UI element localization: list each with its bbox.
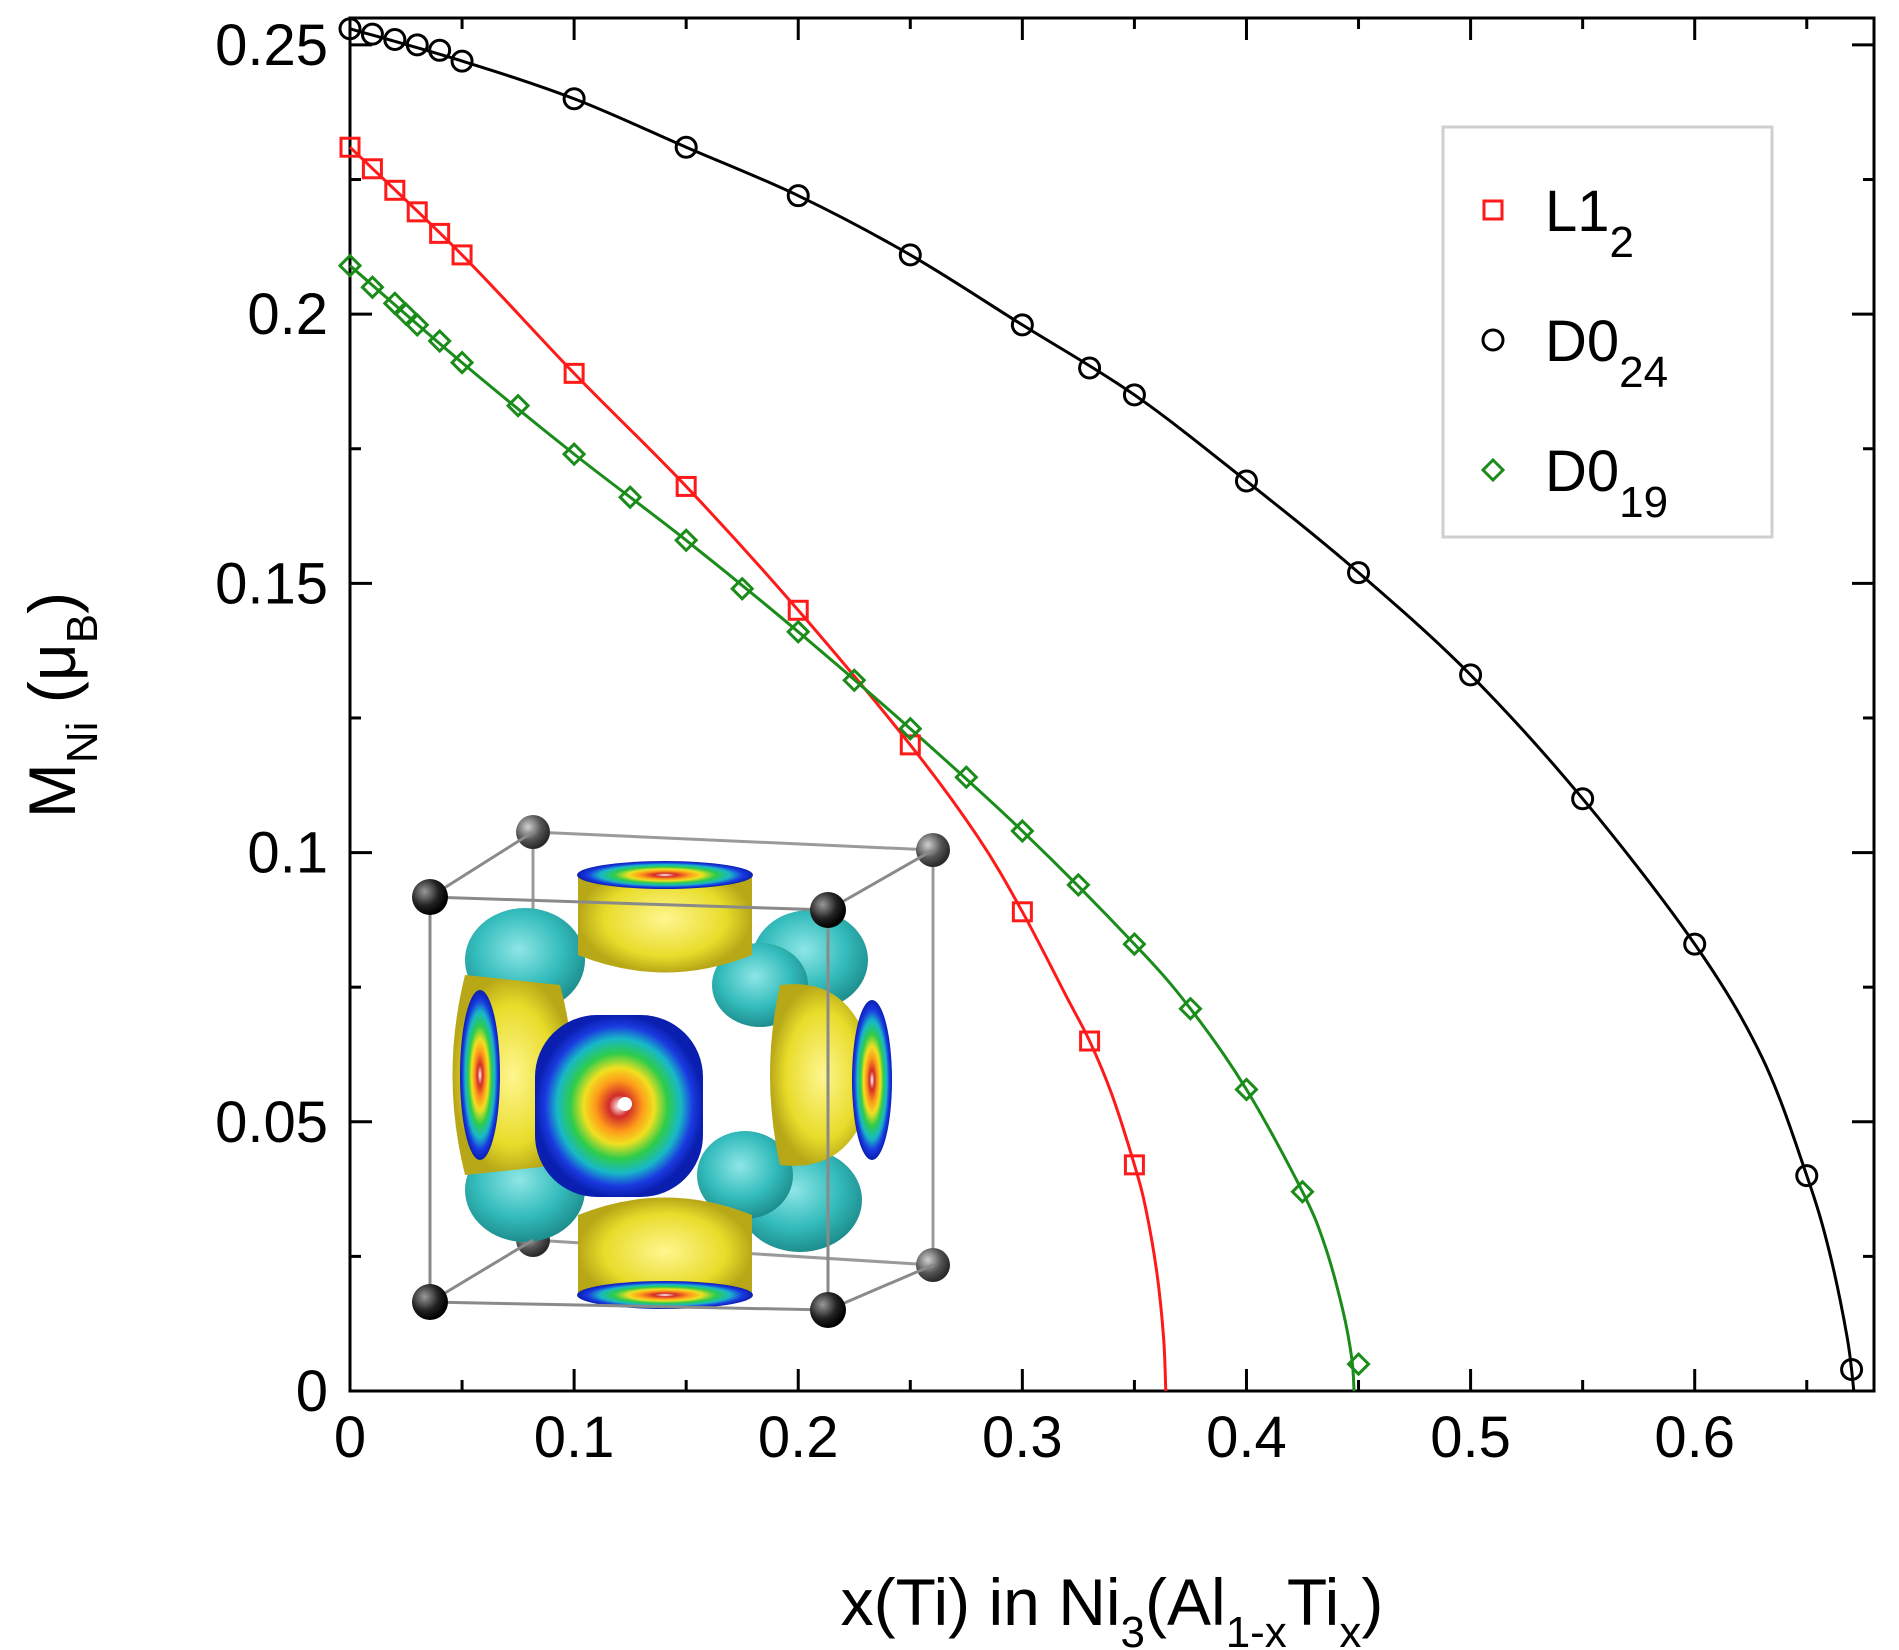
data-point-l12 — [406, 201, 428, 223]
data-point-d024 — [1683, 932, 1707, 956]
legend: L12 D024 D019 — [1441, 125, 1774, 539]
data-point-l12 — [1011, 901, 1033, 923]
data-point-d024 — [338, 17, 362, 41]
data-point-l12 — [563, 362, 585, 384]
data-point-d024 — [1010, 313, 1034, 337]
data-point-d024 — [674, 135, 698, 159]
data-point-d019 — [730, 576, 755, 601]
data-point-d024 — [428, 38, 452, 62]
x-tick-label: 0.2 — [758, 1405, 839, 1470]
data-point-d019 — [1234, 1077, 1259, 1102]
data-point-d019 — [1066, 872, 1091, 897]
data-point-l12 — [675, 475, 697, 497]
x-tick-labels: 0 0.1 0.2 0.3 0.4 0.5 0.6 — [334, 1405, 1735, 1470]
series-curves — [348, 27, 1856, 1392]
data-point-d019 — [842, 668, 867, 693]
data-point-d019 — [405, 312, 430, 338]
data-point-d019 — [618, 485, 643, 510]
data-point-d024 — [786, 184, 810, 208]
data-point-l12 — [339, 136, 361, 158]
x-tick-label: 0.4 — [1206, 1405, 1287, 1470]
y-tick-label: 0.2 — [247, 282, 328, 347]
data-point-d019 — [1346, 1351, 1371, 1377]
y-tick-label: 0.1 — [247, 821, 328, 886]
legend-label-l12: L12 — [1545, 179, 1634, 267]
data-point-d024 — [1234, 469, 1258, 493]
data-point-d024 — [1840, 1357, 1864, 1381]
data-point-l12 — [1079, 1030, 1101, 1052]
data-point-d024 — [1795, 1164, 1819, 1188]
inset-atom — [412, 1284, 448, 1320]
legend-entry-l12: L12 — [1482, 179, 1634, 267]
data-point-d019 — [786, 619, 811, 644]
legend-marker-d019 — [1480, 457, 1506, 483]
legend-label-d019: D019 — [1545, 439, 1668, 527]
data-point-d019 — [1122, 931, 1147, 957]
data-point-d019 — [427, 328, 452, 354]
data-point-l12 — [1123, 1154, 1145, 1176]
y-tick-label: 0.15 — [215, 551, 328, 616]
data-point-d024 — [562, 87, 586, 111]
y-tick-label: 0.25 — [215, 13, 328, 78]
series-line-d019 — [349, 264, 1356, 1392]
series-markers — [337, 17, 1864, 1381]
data-point-l12 — [451, 244, 473, 266]
legend-marker-l12 — [1482, 199, 1504, 221]
data-point-d019 — [337, 253, 363, 278]
data-point-d024 — [1078, 356, 1102, 380]
x-tick-label: 0.3 — [982, 1405, 1063, 1470]
data-point-d019 — [898, 716, 923, 741]
x-tick-label: 0.5 — [1430, 1405, 1511, 1470]
data-point-l12 — [787, 599, 809, 621]
data-point-d019 — [1290, 1179, 1315, 1204]
legend-entry-d019: D019 — [1480, 439, 1668, 527]
y-axis-title: MNi (μB) — [15, 592, 107, 818]
x-tick-label: 0.1 — [534, 1405, 615, 1470]
data-point-d024 — [383, 28, 407, 52]
data-point-d024 — [360, 22, 384, 46]
y-tick-labels: 0 0.05 0.1 0.15 0.2 0.25 — [215, 13, 328, 1424]
x-axis-title: x(Ti) in Ni3(Al1-xTix) — [841, 1565, 1384, 1650]
data-point-d019 — [1178, 996, 1203, 1021]
data-point-l12 — [899, 734, 921, 756]
data-point-d024 — [1122, 383, 1146, 407]
data-point-d024 — [1347, 561, 1371, 585]
data-point-d024 — [405, 33, 429, 57]
data-point-d024 — [1459, 663, 1483, 687]
data-point-d019 — [674, 528, 699, 553]
inset-atom — [412, 879, 448, 915]
inset-atom — [810, 892, 846, 928]
data-point-d024 — [1571, 787, 1595, 811]
data-point-d024 — [898, 243, 922, 267]
data-point-d019 — [449, 350, 475, 375]
legend-label-d024: D024 — [1545, 309, 1668, 397]
axis-ticks — [348, 18, 1874, 1393]
x-tick-label: 0 — [334, 1405, 366, 1470]
legend-entry-d024: D024 — [1481, 309, 1668, 397]
legend-marker-d024 — [1481, 328, 1505, 352]
y-tick-label: 0.05 — [215, 1090, 328, 1155]
x-tick-label: 0.6 — [1654, 1405, 1735, 1470]
data-point-d019 — [954, 765, 979, 790]
data-point-d024 — [450, 49, 474, 73]
data-point-l12 — [361, 158, 383, 180]
series-line-d024 — [349, 27, 1856, 1392]
inset-charge-density-illustration — [412, 815, 950, 1328]
inset-atom — [810, 1292, 846, 1328]
data-point-d019 — [1010, 818, 1035, 844]
data-point-d019 — [561, 442, 587, 467]
series-line-l12 — [348, 146, 1168, 1392]
plot-frame — [348, 16, 1876, 1393]
data-point-l12 — [384, 179, 406, 201]
data-point-l12 — [429, 222, 451, 244]
data-point-d019 — [505, 393, 531, 418]
data-point-d019 — [360, 275, 385, 300]
y-tick-label: 0 — [296, 1359, 328, 1424]
